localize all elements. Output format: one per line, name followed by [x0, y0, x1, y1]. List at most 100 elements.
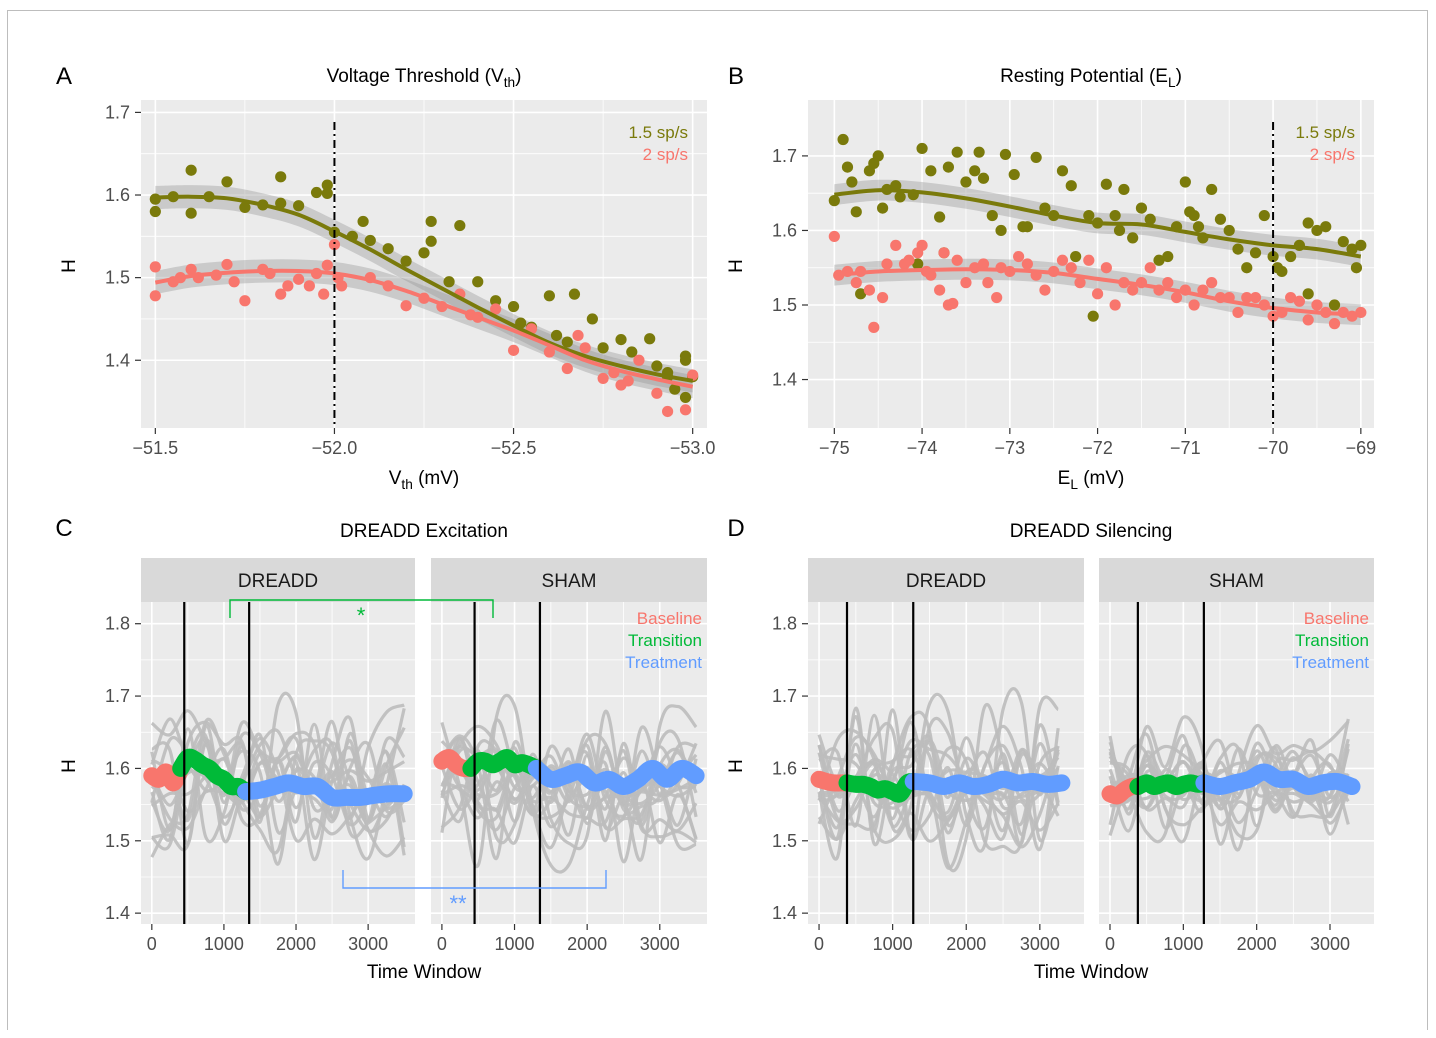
panel-d-facet-sham-strip — [1099, 558, 1374, 602]
panel-c-y-tick-label: 1.5 — [105, 831, 130, 851]
panel-c-facet-sham-treatment-mean — [527, 759, 705, 795]
panel-b-point-s0 — [1355, 239, 1367, 251]
panel-b-point-s0 — [1350, 262, 1363, 274]
panel-b-point-s1 — [916, 239, 928, 251]
panel-c-facet-dreadd-treatment-mean — [237, 774, 413, 807]
panel-b-point-s1 — [1109, 299, 1121, 311]
panel-d-facet-dreadd-treatment-mean — [904, 770, 1071, 796]
panel-b-point-s0 — [1118, 183, 1130, 196]
panel-b-point-s0 — [951, 146, 963, 158]
panel-label-a: A — [56, 63, 72, 90]
panel-b-point-s1 — [1065, 262, 1077, 274]
panel-b-point-s0 — [1109, 209, 1121, 222]
panel-c-y-tick-label: 1.4 — [105, 903, 130, 923]
panel-a-point-s1 — [507, 344, 520, 356]
panel-b-point-s0 — [837, 133, 849, 146]
panel-b-point-s0 — [876, 202, 889, 214]
panel-b-point-s1 — [1302, 314, 1314, 326]
panel-d-y-tick-label: 1.5 — [772, 831, 797, 851]
panel-c-facet-dreadd-x-tick-label: 1000 — [204, 934, 244, 954]
panel-a-point-s0 — [550, 329, 563, 342]
panel-a-point-s0 — [615, 333, 627, 346]
panel-a-point-s1 — [149, 290, 161, 302]
panel-a-point-s1 — [221, 258, 233, 271]
panel-a-point-s0 — [239, 201, 251, 214]
panel-d-legend-baseline: Baseline — [1304, 609, 1369, 628]
panel-b-point-s0 — [1153, 254, 1165, 266]
panel-b-point-s1 — [1267, 310, 1279, 322]
panel-b-point-s0 — [1144, 213, 1156, 225]
panel-d-facet-sham-transition-mean — [1129, 774, 1213, 796]
panel-a-legend-0: 1.5 sp/s — [628, 123, 688, 142]
panel-d-facet-dreadd-x-tick-label: 1000 — [873, 934, 913, 954]
panel-a-point-s0 — [644, 333, 656, 345]
panel-b-point-s1 — [960, 277, 972, 289]
panel-b-point-s0 — [1328, 299, 1341, 311]
panel-b-point-s1 — [1206, 277, 1218, 289]
panel-c-x-label: Time Window — [367, 962, 482, 983]
panel-b-point-s1 — [876, 291, 889, 304]
panel-c-facet-dreadd-transition-mean — [172, 748, 255, 801]
panel-d-facet-dreadd-x-tick-label: 3000 — [1020, 934, 1060, 954]
panel-a-point-s0 — [626, 346, 638, 358]
panel-b-point-s0 — [1320, 221, 1332, 233]
panel-a-point-s0 — [185, 164, 197, 176]
panel-b-y-tick-label: 1.4 — [772, 370, 797, 390]
panel-b-point-s0 — [828, 195, 840, 207]
panel-b-point-s0 — [846, 176, 858, 188]
panel-b-point-s0 — [1285, 250, 1297, 263]
panel-d-title: DREADD Silencing — [1010, 521, 1173, 542]
panel-a-point-s1 — [321, 259, 333, 271]
panel-b-point-s0 — [934, 211, 946, 223]
panel-label-d: D — [727, 515, 744, 542]
panel-b-point-s0 — [894, 191, 906, 203]
panel-b-point-s0 — [1223, 224, 1235, 237]
panel-c-y-tick-label: 1.6 — [105, 758, 130, 778]
panel-a-x-label: Vth (mV) — [389, 468, 460, 492]
panel-b-point-s0 — [1070, 250, 1082, 263]
panel-a-x-tick-label: −52.5 — [491, 438, 537, 458]
panel-d-y-tick-label: 1.7 — [772, 686, 797, 706]
panel-d-facet-dreadd-strip — [808, 558, 1084, 602]
panel-a-point-s0 — [597, 342, 609, 354]
panel-b-point-s1 — [1293, 295, 1306, 307]
panel-a-point-s1 — [579, 342, 591, 354]
panel-c-y-tick-label: 1.8 — [105, 614, 130, 634]
panel-b-point-s1 — [982, 277, 994, 289]
panel-b-x-tick-label: −71 — [1170, 438, 1201, 458]
panel-b-y-tick-label: 1.6 — [772, 220, 797, 240]
panel-a-point-s1 — [318, 288, 330, 300]
panel-d-y-tick-label: 1.6 — [772, 758, 797, 778]
panel-c-facet-dreadd-x-tick-label: 2000 — [276, 934, 316, 954]
panel-d-facet-dreadd-x-tick-label: 2000 — [946, 934, 986, 954]
panel-b-point-s1 — [991, 291, 1003, 304]
panel-c-facet-dreadd-baseline-mean — [143, 759, 190, 792]
panel-b-point-s0 — [1267, 250, 1279, 263]
panel-c-legend-transition: Transition — [628, 631, 702, 650]
panel-b-point-s1 — [947, 297, 959, 310]
panel-b-point-s1 — [1013, 250, 1025, 263]
panel-a-point-s1 — [239, 295, 251, 307]
panel-a-point-s1 — [651, 387, 663, 399]
panel-b-title: Resting Potential (EL) — [1000, 66, 1182, 90]
panel-b-point-s0 — [1311, 224, 1323, 237]
panel-a-point-s0 — [321, 179, 333, 191]
panel-a-x-tick-label: −51.5 — [133, 438, 179, 458]
panel-b-smooth-line-s0 — [834, 188, 1362, 259]
panel-c-facet-sham-x-tick-label: 1000 — [495, 934, 535, 954]
panel-d-x-label: Time Window — [1034, 962, 1149, 983]
panel-a-point-s1 — [687, 369, 699, 381]
panel-b-point-s0 — [1039, 202, 1051, 214]
panel-a-y-label: H — [59, 259, 80, 273]
panel-b-point-s1 — [1162, 277, 1174, 289]
panel-b-y-tick-label: 1.5 — [772, 295, 797, 315]
panel-b-point-s0 — [1214, 213, 1227, 225]
panel-b-point-s1 — [1188, 299, 1200, 311]
panel-b-point-s0 — [1232, 243, 1244, 255]
panel-b-point-s0 — [925, 165, 937, 177]
panel-a-title: Voltage Threshold (Vth) — [327, 66, 522, 90]
panel-c-facet-sham-strip — [431, 558, 707, 602]
panel-c-facet-dreadd-strip-label: DREADD — [238, 571, 318, 592]
panel-b-point-s0 — [1083, 209, 1095, 222]
panel-b-point-s1 — [977, 258, 990, 270]
